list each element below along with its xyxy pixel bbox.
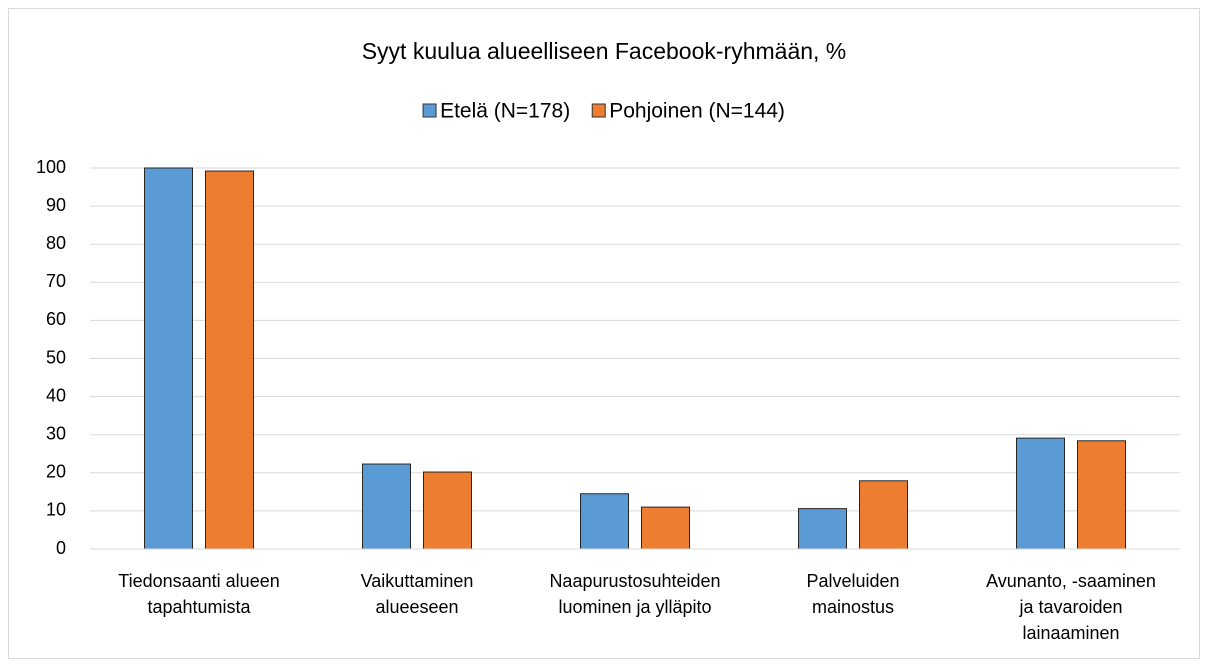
bar <box>205 170 254 550</box>
x-tick-label: Avunanto, -saaminen ja tavaroiden lainaa… <box>986 571 1156 643</box>
bar <box>144 167 193 550</box>
y-tick-label: 0 <box>56 538 66 558</box>
y-tick-label: 50 <box>46 347 66 367</box>
x-tick-label: Naapurustosuhteiden luominen ja ylläpito <box>549 571 721 617</box>
bar <box>641 506 690 550</box>
chart-title: Syyt kuulua alueelliseen Facebook-ryhmää… <box>362 38 847 64</box>
legend-swatch <box>422 103 437 118</box>
legend-swatch <box>591 103 606 118</box>
y-tick-label: 90 <box>46 195 66 215</box>
y-tick-label: 30 <box>46 423 66 443</box>
y-tick-label: 20 <box>46 462 66 482</box>
bar <box>362 463 411 550</box>
y-tick-label: 60 <box>46 309 66 329</box>
bar <box>798 508 847 550</box>
y-tick-label: 70 <box>46 271 66 291</box>
legend-label: Pohjoinen (N=144) <box>609 100 785 123</box>
y-tick-label: 80 <box>46 233 66 253</box>
x-tick-label: Tiedonsaanti alueen tapahtumista <box>118 571 280 617</box>
x-tick-label: Palveluiden mainostus <box>806 571 900 617</box>
x-tick-label: Vaikuttaminen alueeseen <box>360 571 474 617</box>
bar <box>859 480 908 550</box>
bar <box>580 493 629 550</box>
y-tick-label: 10 <box>46 500 66 520</box>
legend-label: Etelä (N=178) <box>440 100 570 123</box>
y-tick-label: 40 <box>46 385 66 405</box>
y-tick-label: 100 <box>36 157 66 177</box>
bar <box>423 471 472 550</box>
bar <box>1077 440 1126 550</box>
bar <box>1016 437 1065 550</box>
